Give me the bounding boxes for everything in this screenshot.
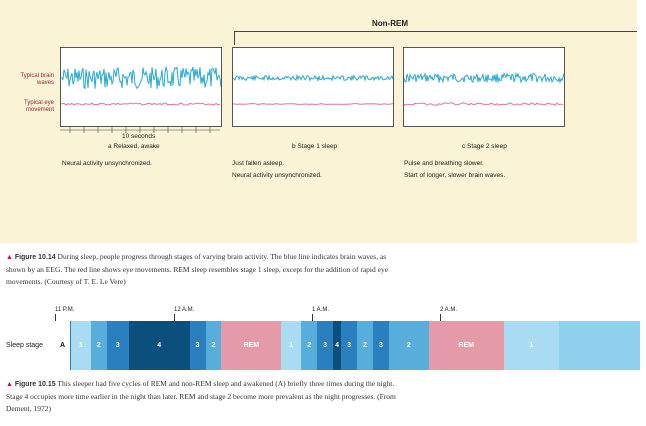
stage-segment: 2: [357, 321, 373, 370]
stage-segment: 4: [333, 321, 342, 370]
wave-plot-stage-2: [403, 71, 565, 106]
non-rem-title: Non-REM: [372, 19, 408, 28]
figure-10-14-caption: ▲ Figure 10.14 During sleep, people prog…: [6, 251, 406, 288]
time-label: 2 A.M.: [440, 307, 457, 321]
time-scale-ticks: [60, 127, 220, 133]
time-tick: [174, 314, 175, 321]
stage-desc-c-line-1: Pulse and breathing slower.: [404, 160, 484, 167]
time-label: 12 A.M.: [174, 307, 194, 321]
stage-segment: 3: [341, 321, 358, 370]
time-label: 1 A.M.: [312, 307, 329, 321]
figure-10-14-text: During sleep, people progress through st…: [6, 252, 389, 286]
wave-box-stage-1: [232, 47, 394, 127]
stage-segment: 3: [189, 321, 206, 370]
wave-box-awake: [60, 47, 222, 127]
stage-segment: 2: [301, 321, 318, 370]
figure-10-14-label: Figure 10.14: [14, 254, 56, 261]
time-tick: [55, 314, 56, 321]
wave-plot-stage-1: [232, 73, 394, 106]
stage-segment: A: [55, 321, 71, 370]
stage-caption-c: c Stage 2 sleep: [462, 143, 507, 150]
brain-wave-trace: [232, 73, 394, 83]
stage-segment: 2: [90, 321, 107, 370]
stage-caption-b: b Stage 1 sleep: [292, 143, 338, 150]
stage-segment: 3: [372, 321, 389, 370]
stage-segment: 2: [388, 321, 429, 370]
stage-caption-a: a Relaxed, awake: [108, 143, 160, 150]
figure-10-15-label: Figure 10.15: [14, 381, 56, 388]
stage-segment: [559, 321, 641, 370]
non-rem-bracket: [234, 31, 637, 45]
eye-movement-trace: [232, 102, 394, 106]
triangle-marker-icon: ▲: [6, 380, 13, 388]
y-label-brain-waves: Typical brain waves: [20, 73, 54, 86]
stage-desc-c-line-2: Start of longer, slower brain waves.: [404, 172, 506, 179]
stage-segment: 1: [503, 321, 560, 370]
eye-movement-trace: [60, 102, 221, 106]
eye-movement-trace: [403, 102, 564, 106]
stage-desc-a-line-1: Neural activity unsynchronized.: [62, 160, 152, 167]
stage-segment: 1: [281, 321, 302, 370]
stage-segment: 2: [205, 321, 222, 370]
stage-segment: REM: [428, 321, 504, 370]
time-tick: [312, 314, 313, 321]
stage-segment: 4: [128, 321, 190, 370]
stage-desc-b-line-1: Just fallen asleep.: [232, 160, 285, 167]
sleep-stage-bar: A 1 2 3 4 3 2 REM 1 2 3 4 3 2 3 2 REM 1: [55, 321, 641, 370]
scale-label: 10 seconds: [122, 133, 156, 140]
brain-wave-trace: [60, 65, 222, 90]
brain-wave-trace: [403, 71, 565, 84]
stage-segment: 1: [70, 321, 91, 370]
y-label-eye-movement: Typical eye movement: [23, 100, 54, 113]
time-label: 11 P.M.: [55, 307, 74, 321]
stage-segment: REM: [221, 321, 282, 370]
stage-desc-b-line-2: Neural activity unsynchronized.: [232, 172, 322, 179]
sleep-stage-row-label: Sleep stage: [6, 342, 43, 349]
figure-10-14-panel: Non-REM Typical brain waves Typical eye …: [0, 0, 637, 243]
figure-10-15-text: This sleeper had five cycles of REM and …: [6, 379, 396, 413]
wave-box-stage-2: [403, 47, 565, 127]
stage-segment: 3: [317, 321, 334, 370]
time-tick: [440, 314, 441, 321]
stage-segment: 3: [106, 321, 129, 370]
wave-plot-awake: [60, 65, 222, 106]
triangle-marker-icon: ▲: [6, 253, 13, 261]
figure-10-15-caption: ▲ Figure 10.15 This sleeper had five cyc…: [6, 378, 398, 415]
